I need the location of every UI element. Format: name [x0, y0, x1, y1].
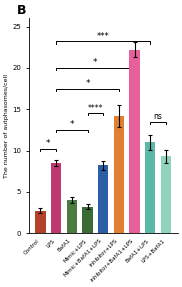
Bar — [67, 200, 77, 233]
Text: *: * — [46, 139, 51, 148]
Bar — [161, 156, 171, 233]
Bar — [98, 165, 108, 233]
Text: *: * — [93, 58, 98, 67]
Bar — [114, 116, 124, 233]
Bar — [145, 142, 155, 233]
Bar — [82, 207, 93, 233]
Text: *: * — [70, 120, 74, 129]
Text: B: B — [17, 4, 26, 17]
Text: *: * — [85, 79, 90, 88]
Text: ***: *** — [97, 32, 110, 41]
Text: ****: **** — [88, 104, 103, 113]
Bar — [51, 163, 61, 233]
Bar — [129, 50, 140, 233]
Text: ns: ns — [154, 112, 163, 121]
Y-axis label: The number of autphasomes/cell: The number of autphasomes/cell — [4, 74, 9, 178]
Bar — [35, 211, 46, 233]
